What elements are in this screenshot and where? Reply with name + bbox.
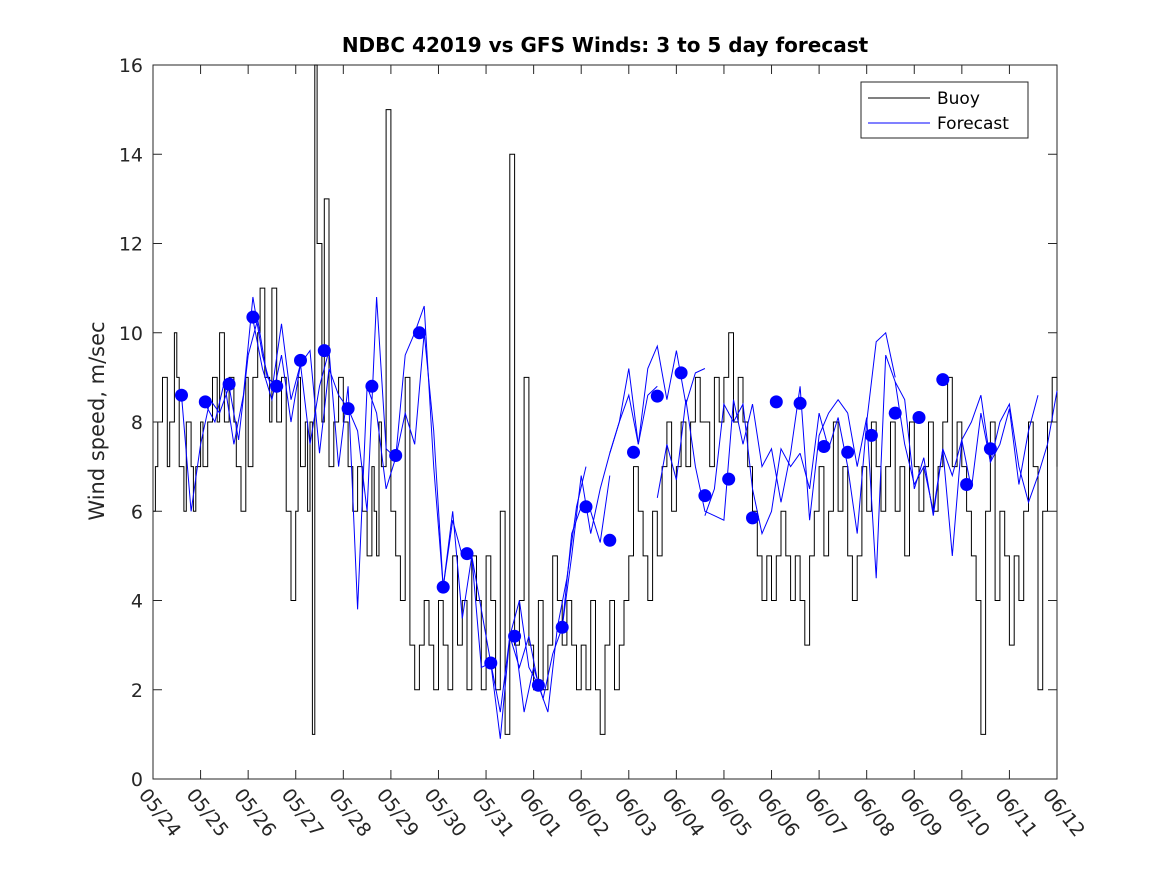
forecast-marker [698,489,712,503]
forecast-marker [817,440,831,453]
forecast-marker [746,511,759,525]
forecast-marker [436,580,450,594]
forecast-marker [317,344,331,358]
forecast-marker [769,395,783,409]
plot-area: 024681012141605/2405/2505/2605/2705/2805… [119,55,1089,841]
forecast-run-line-4 [300,350,397,610]
y-tick-label: 12 [119,234,143,256]
forecast-marker [270,379,284,393]
forecast-run-line-12 [656,399,753,521]
forecast-run-line-14 [752,386,849,521]
forecast-marker [460,547,474,561]
y-axis-label: Wind speed, m/sec [85,321,109,520]
forecast-run-line-13 [704,402,801,536]
forecast-marker [508,629,522,643]
forecast-marker [175,388,188,402]
forecast-run-line-19 [989,390,1058,504]
forecast-marker [674,366,688,380]
legend: Buoy Forecast [860,81,1029,139]
forecast-run-line-15 [799,331,896,534]
forecast-marker [555,620,569,634]
forecast-marker [198,395,212,409]
forecast-marker [960,478,974,491]
forecast-marker [983,442,997,456]
forecast-marker [627,445,640,459]
forecast-marker [222,377,236,391]
forecast-marker [341,402,355,416]
forecast-marker [650,389,664,403]
forecast-marker [793,396,807,410]
forecast-marker [841,445,855,459]
legend-forecast-label: Forecast [937,114,1009,134]
legend-buoy-label: Buoy [937,89,980,109]
y-tick-label: 4 [131,591,143,613]
y-tick-label: 16 [119,55,143,77]
forecast-marker [412,326,426,340]
forecast-marker [294,353,307,367]
forecast-run-line-2 [204,296,301,445]
forecast-marker [722,472,736,486]
forecast-marker [888,406,902,420]
forecast-marker [864,428,878,442]
buoy-series [153,64,1058,735]
y-tick-label: 14 [119,144,143,166]
forecast-run-line-11 [609,344,706,454]
y-tick-label: 10 [119,323,143,345]
chart-title: NDBC 42019 vs GFS Winds: 3 to 5 day fore… [342,33,869,57]
forecast-marker [365,379,379,393]
legend-box [860,81,1029,139]
forecast-marker [246,310,260,324]
buoy-line [153,64,1058,735]
y-tick-label: 8 [131,412,143,434]
forecast-marker [936,373,950,387]
forecast-marker [484,656,498,670]
forecast-marker [603,533,617,547]
y-tick-label: 2 [131,680,143,702]
y-tick-label: 6 [131,501,143,523]
forecast-marker [579,500,593,514]
forecast-marker [531,678,545,692]
forecast-marker [912,411,926,424]
y-tick-label: 0 [131,769,143,791]
forecast-marker [389,449,403,462]
forecast-markers [175,310,997,692]
